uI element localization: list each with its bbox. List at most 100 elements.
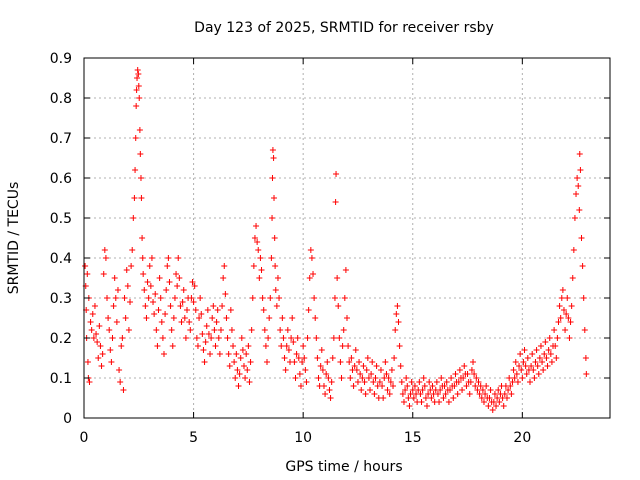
data-point [397, 363, 404, 369]
data-point [575, 183, 582, 189]
data-point [326, 387, 333, 393]
data-point [139, 255, 146, 261]
data-point [254, 239, 261, 245]
data-point [274, 275, 281, 281]
data-point [577, 167, 584, 173]
data-point [554, 335, 561, 341]
data-point [330, 335, 337, 341]
data-point [569, 275, 576, 281]
data-point [360, 363, 367, 369]
data-point [553, 355, 560, 361]
data-point [342, 267, 349, 273]
data-point [452, 371, 459, 377]
data-point [200, 347, 207, 353]
data-point [174, 283, 181, 289]
data-point [122, 315, 129, 321]
data-point [437, 387, 444, 393]
x-tick-label: 15 [404, 430, 422, 446]
data-point [537, 343, 544, 349]
data-point [225, 351, 232, 357]
data-point [455, 379, 462, 385]
data-point [503, 395, 510, 401]
data-point [196, 315, 203, 321]
data-point [245, 343, 252, 349]
data-point [106, 327, 113, 333]
data-point [108, 359, 115, 365]
data-point [191, 283, 198, 289]
data-point [386, 391, 393, 397]
data-point [297, 383, 304, 389]
data-point [310, 271, 317, 277]
data-point [273, 303, 280, 309]
data-point [474, 387, 481, 393]
data-point [528, 363, 535, 369]
data-point [170, 315, 177, 321]
data-point [155, 307, 162, 313]
data-point [478, 395, 485, 401]
data-point [220, 275, 227, 281]
data-point [362, 391, 369, 397]
data-point [182, 335, 189, 341]
data-point [110, 303, 117, 309]
data-point [527, 379, 534, 385]
data-point [583, 371, 590, 377]
data-point [177, 303, 184, 309]
data-point [576, 151, 583, 157]
data-point [151, 311, 158, 317]
data-point [421, 383, 428, 389]
data-point [315, 375, 322, 381]
data-point [323, 371, 330, 377]
data-point [377, 367, 384, 373]
data-point [486, 395, 493, 401]
data-point [117, 379, 124, 385]
data-point [464, 371, 471, 377]
data-point [90, 335, 97, 341]
data-point [277, 327, 284, 333]
data-point [159, 335, 166, 341]
data-point [419, 387, 426, 393]
data-point [239, 347, 246, 353]
data-point [165, 255, 172, 261]
data-point [280, 335, 287, 341]
data-point [190, 299, 197, 305]
data-point [556, 303, 563, 309]
data-point [147, 283, 154, 289]
data-point [557, 315, 564, 321]
data-point [153, 327, 160, 333]
data-point [271, 235, 278, 241]
data-point [282, 367, 289, 373]
data-point [534, 363, 541, 369]
data-point [329, 355, 336, 361]
data-point [175, 255, 182, 261]
data-point [216, 351, 223, 357]
data-point [566, 335, 573, 341]
data-point [295, 355, 302, 361]
data-point [406, 403, 413, 409]
data-point [148, 255, 155, 261]
data-point [256, 275, 263, 281]
data-point [476, 391, 483, 397]
data-point [361, 379, 368, 385]
data-point [376, 379, 383, 385]
data-point [101, 247, 108, 253]
data-point [134, 67, 141, 73]
data-point [133, 103, 140, 109]
data-point [524, 355, 531, 361]
data-point [422, 395, 429, 401]
data-point [209, 315, 216, 321]
data-point [84, 271, 91, 277]
data-point [420, 375, 427, 381]
data-point [516, 363, 523, 369]
data-point [440, 395, 447, 401]
y-tick-label: 0.6 [50, 171, 72, 187]
data-point [398, 379, 405, 385]
x-tick-label: 20 [513, 430, 531, 446]
data-point [266, 315, 273, 321]
data-point [84, 359, 91, 365]
data-point [512, 359, 519, 365]
data-point [571, 215, 578, 221]
data-point [278, 343, 285, 349]
data-point [490, 399, 497, 405]
data-point [390, 383, 397, 389]
